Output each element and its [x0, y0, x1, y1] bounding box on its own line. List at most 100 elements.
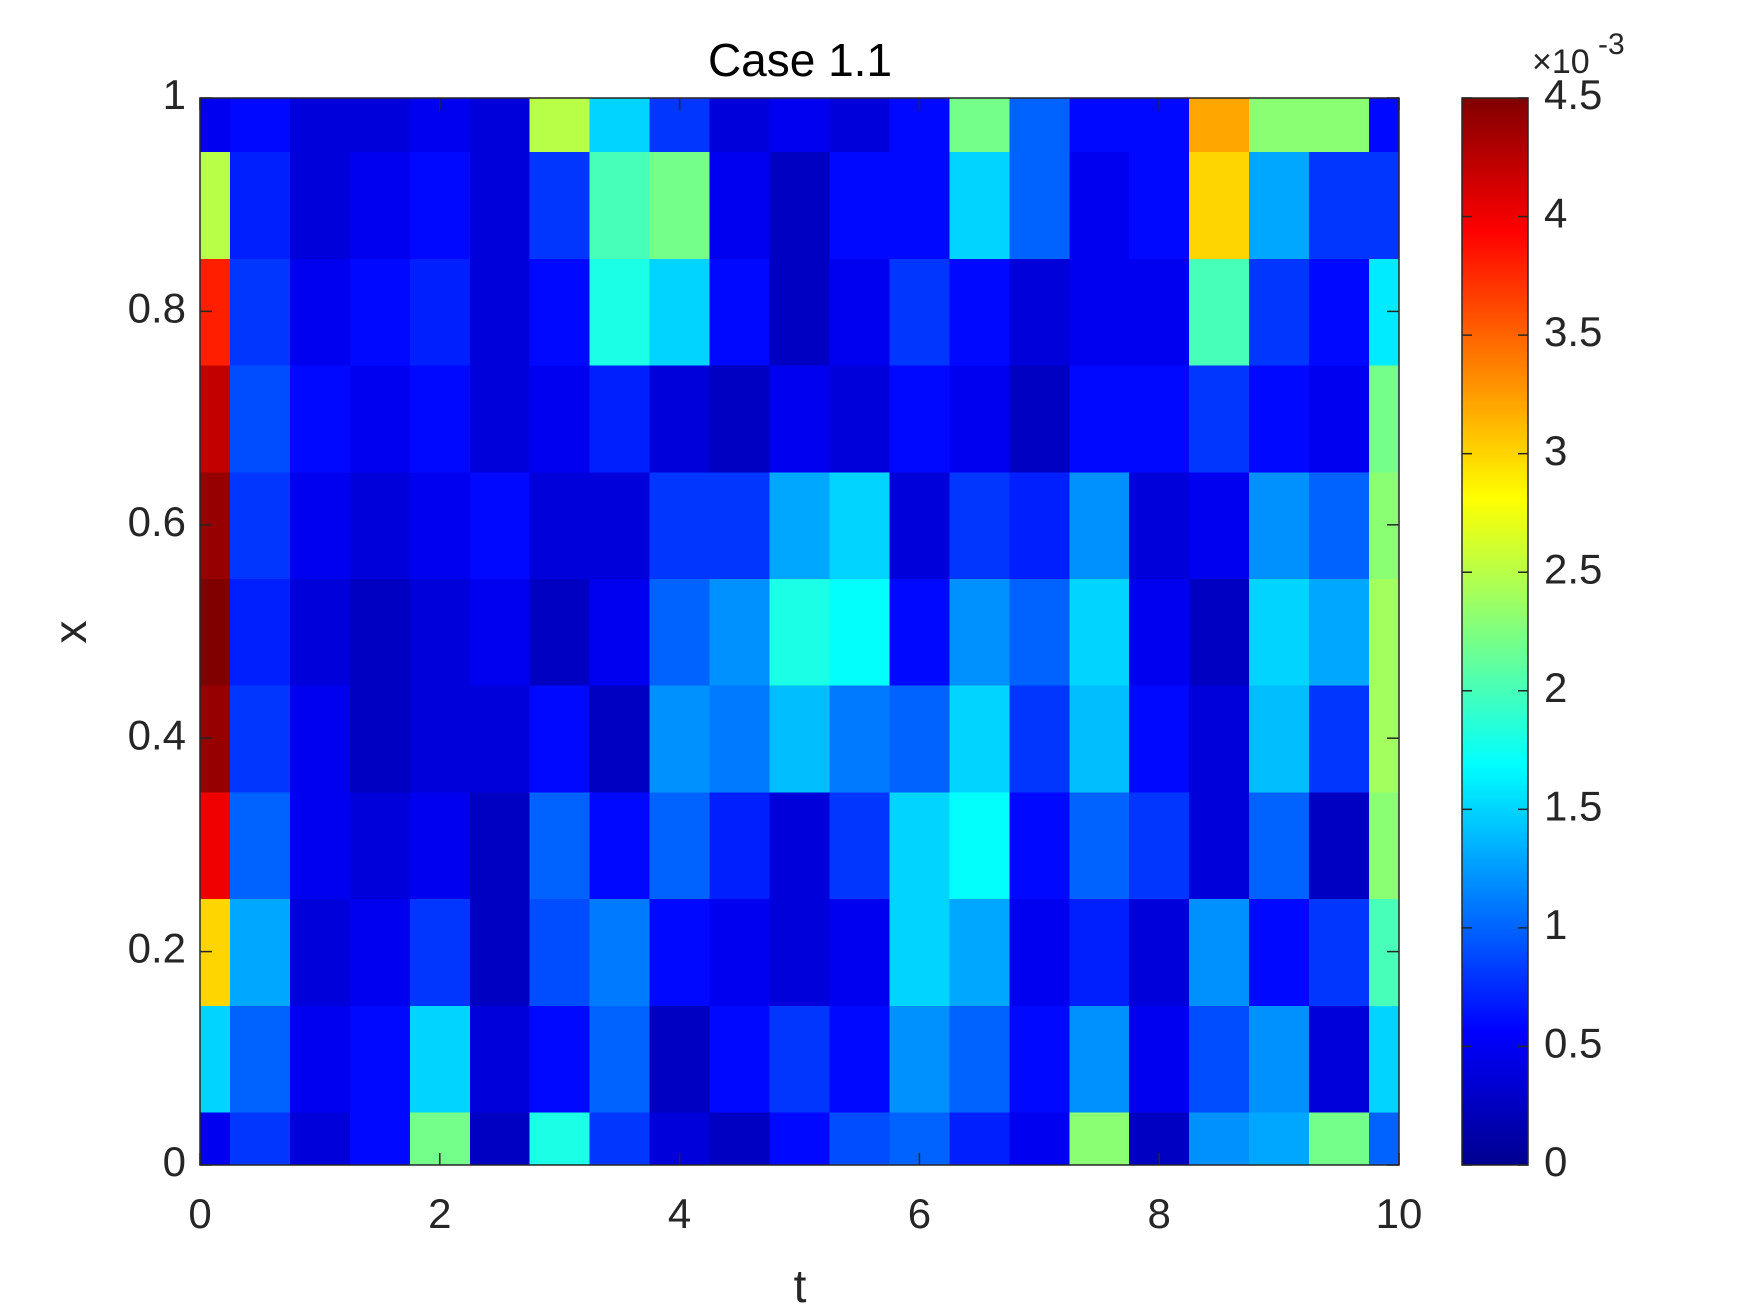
heatmap-cell [469, 258, 531, 366]
heatmap-cell [289, 684, 351, 793]
y-tick-label: 0.2 [128, 925, 186, 972]
heatmap-cell [200, 151, 231, 259]
heatmap-cell [349, 471, 411, 579]
heatmap-cell [1189, 684, 1250, 793]
heatmap-cell [469, 1004, 531, 1113]
heatmap-cell [200, 1004, 231, 1113]
heatmap-cell [1369, 1111, 1399, 1165]
heatmap-cell [1009, 684, 1071, 793]
heatmap-cell [1009, 898, 1071, 1006]
heatmap-cell [229, 471, 291, 579]
heatmap-cell [1309, 898, 1370, 1006]
heatmap-cell [229, 1004, 291, 1113]
heatmap-cell [589, 364, 651, 473]
heatmap-cell [1309, 364, 1370, 473]
heatmap-cell [1249, 98, 1310, 153]
heatmap-cell [1309, 578, 1370, 686]
heatmap-cell [469, 1111, 531, 1165]
heatmap-cell [469, 98, 531, 153]
heatmap-cell [349, 98, 411, 153]
heatmap-cell [589, 578, 651, 686]
heatmap-cell [1189, 258, 1250, 366]
heatmap-cell [589, 258, 651, 366]
heatmap-cell [1249, 364, 1310, 473]
heatmap-cell [709, 898, 771, 1006]
y-tick-label: 1 [163, 71, 186, 118]
heatmap-cell [1009, 1111, 1071, 1165]
heatmap-cell [1249, 471, 1310, 579]
heatmap-cell [649, 791, 711, 900]
x-tick-label: 6 [908, 1190, 931, 1237]
heatmap-cell [589, 791, 651, 900]
heatmap-cell [949, 791, 1011, 900]
heatmap-cell [200, 578, 231, 686]
heatmap-cell [349, 791, 411, 900]
heatmap-cell [949, 1111, 1011, 1165]
heatmap-cell [409, 578, 471, 686]
heatmap-cell [200, 364, 231, 473]
heatmap-cell [289, 898, 351, 1006]
heatmap-cell [949, 578, 1011, 686]
heatmap-cell [829, 898, 891, 1006]
heatmap-cell [1189, 898, 1250, 1006]
colorbar-tick-label: 2 [1544, 664, 1567, 711]
heatmap-cell [889, 684, 951, 793]
heatmap-cell [1069, 684, 1131, 793]
heatmap-cell [289, 1004, 351, 1113]
colorbar-tick-label: 3.5 [1544, 308, 1602, 355]
heatmap-cell [649, 471, 711, 579]
heatmap-cell [589, 151, 651, 259]
heatmap-cell [1129, 364, 1190, 473]
heatmap-cell [409, 791, 471, 900]
heatmap-cell [709, 151, 771, 259]
heatmap-cell [769, 258, 831, 366]
heatmap-cell [1189, 1004, 1250, 1113]
heatmap-cell [649, 258, 711, 366]
heatmap-cell [1129, 578, 1190, 686]
heatmap-cell [469, 578, 531, 686]
heatmap-cell [1189, 1111, 1250, 1165]
colorbar-tick-label: 2.5 [1544, 545, 1602, 592]
heatmap-cell [1189, 791, 1250, 900]
heatmap-cell [649, 684, 711, 793]
heatmap-cell [1369, 364, 1399, 473]
heatmap-cell [1309, 1111, 1370, 1165]
heatmap-cell [1009, 471, 1071, 579]
heatmap-cell [349, 151, 411, 259]
heatmap-cell [469, 151, 531, 259]
heatmap-cell [289, 98, 351, 153]
heatmap-cell [1069, 258, 1131, 366]
heatmap-cell [409, 898, 471, 1006]
heatmap-cell [769, 98, 831, 153]
heatmap-cell [289, 258, 351, 366]
y-tick-label: 0 [163, 1138, 186, 1185]
heatmap-cell [829, 151, 891, 259]
heatmap-cell [1369, 578, 1399, 686]
heatmap-cell [649, 1004, 711, 1113]
heatmap-cell [229, 98, 291, 153]
heatmap-cell [1249, 258, 1310, 366]
heatmap-cell [1369, 1004, 1399, 1113]
heatmap-cell [829, 791, 891, 900]
heatmap-cell [1009, 364, 1071, 473]
heatmap-cell [529, 1004, 591, 1113]
colorbar-tick-label: 4 [1544, 190, 1567, 237]
y-axis-label: x [44, 621, 96, 644]
heatmap-cell [1249, 791, 1310, 900]
heatmap-cell [769, 898, 831, 1006]
heatmap-cell [409, 364, 471, 473]
heatmap-cell [529, 1111, 591, 1165]
heatmap-cell [589, 98, 651, 153]
heatmap-cell [829, 471, 891, 579]
heatmap-cell [349, 1111, 411, 1165]
heatmap-cell [1189, 578, 1250, 686]
heatmap-cell [469, 898, 531, 1006]
heatmap-cell [829, 98, 891, 153]
x-tick-label: 4 [668, 1190, 691, 1237]
heatmap-cell [409, 684, 471, 793]
heatmap-cell [289, 471, 351, 579]
heatmap-cell [589, 471, 651, 579]
heatmap-cell [1249, 1111, 1310, 1165]
heatmap-cell [1249, 578, 1310, 686]
heatmap-cell [229, 578, 291, 686]
